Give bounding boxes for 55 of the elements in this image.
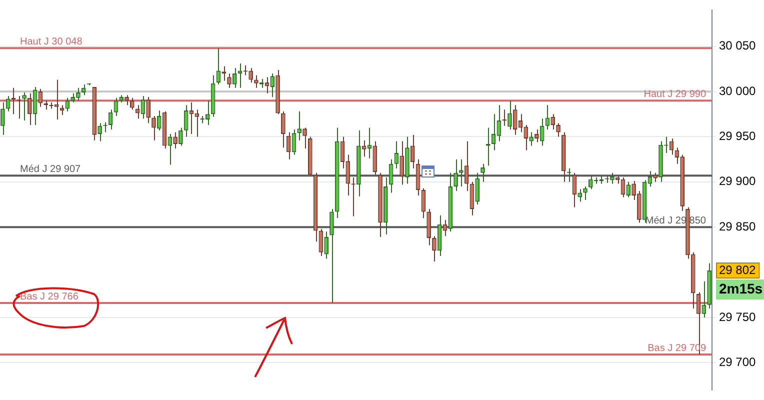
candlestick	[130, 97, 134, 110]
candlestick	[70, 92, 75, 103]
candlestick	[550, 114, 556, 130]
candlestick	[459, 158, 464, 187]
candlestick	[475, 172, 480, 206]
candlestick	[168, 134, 172, 166]
y-tick-label: 29 900	[719, 174, 756, 188]
candlestick	[152, 115, 156, 141]
candlestick	[81, 84, 86, 96]
y-tick-label: 29 700	[719, 355, 756, 369]
candlestick	[28, 92, 32, 126]
candlestick	[610, 172, 614, 184]
candlestick	[302, 127, 307, 149]
candlestick	[529, 132, 534, 146]
candlestick	[270, 72, 275, 98]
candlestick	[578, 188, 582, 202]
ref-line-label: Haut J 30 048	[20, 36, 83, 48]
candlestick	[400, 140, 404, 186]
candlestick	[124, 94, 129, 106]
candlestick	[324, 231, 328, 260]
y-tick-label: 29 750	[719, 310, 756, 324]
y-tick-label: 30 000	[719, 84, 756, 98]
ref-line-label: Haut J 29 990	[644, 88, 706, 100]
candlestick	[76, 87, 80, 102]
candlestick	[410, 134, 415, 169]
candlestick	[583, 186, 588, 200]
candlestick	[98, 122, 102, 142]
text: 2m15s	[719, 280, 763, 296]
candlestick	[297, 110, 302, 141]
candlestick	[173, 132, 178, 149]
candlestick	[0, 102, 5, 136]
candlestick	[281, 110, 286, 148]
candlestick	[534, 129, 539, 143]
candlestick	[254, 74, 258, 88]
candlestick	[632, 180, 636, 200]
candlestick	[227, 72, 232, 88]
candlestick	[480, 163, 485, 182]
candlestick	[146, 96, 150, 124]
ref-line-label: Méd J 29 907	[20, 164, 82, 175]
y-tick-label: 30 050	[719, 38, 756, 53]
y-tick-label: 29 850	[719, 219, 756, 234]
candlestick	[156, 110, 162, 131]
candlestick	[653, 172, 658, 182]
candlestick	[556, 122, 560, 138]
candlestick	[626, 181, 631, 198]
candlestick	[454, 158, 458, 192]
candlestick	[178, 127, 183, 146]
candlestick	[232, 68, 237, 88]
candlestick	[206, 100, 210, 126]
y-tick-label: 29 950	[719, 129, 756, 144]
candlestick	[508, 100, 512, 130]
text: 29 802	[719, 262, 756, 277]
candlestick	[432, 236, 436, 262]
candlestick	[22, 92, 26, 121]
candlestick	[330, 208, 334, 304]
